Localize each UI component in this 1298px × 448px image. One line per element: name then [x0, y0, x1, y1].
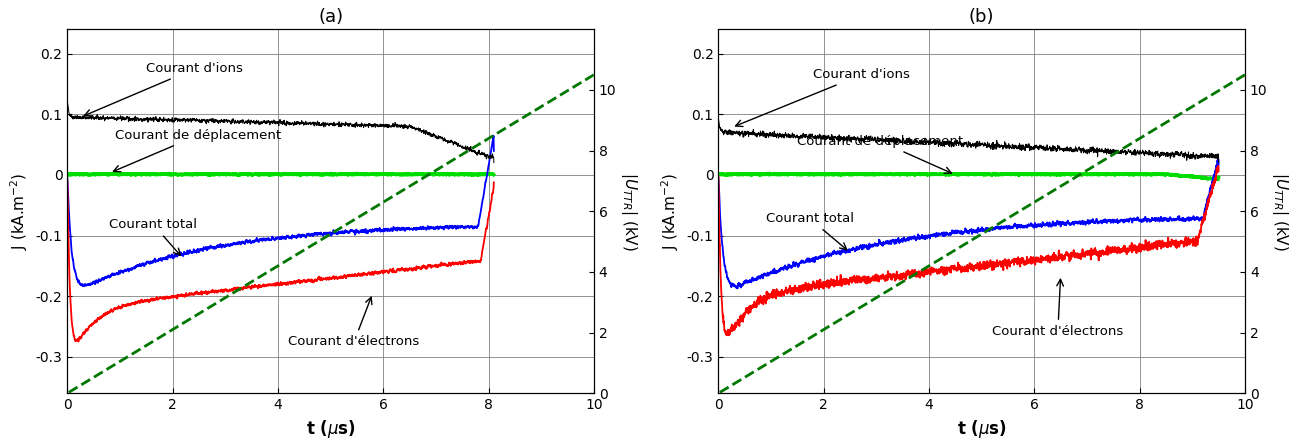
Text: Courant total: Courant total — [109, 218, 197, 255]
Title: (b): (b) — [968, 9, 994, 26]
Y-axis label: $|U_{TTR}|$ (kV): $|U_{TTR}|$ (kV) — [619, 172, 639, 251]
X-axis label: $\bf{t}$ ($\mu$s): $\bf{t}$ ($\mu$s) — [305, 418, 356, 439]
Y-axis label: $|U_{TTR}|$ (kV): $|U_{TTR}|$ (kV) — [1269, 172, 1290, 251]
Text: Courant d'ions: Courant d'ions — [84, 62, 243, 116]
X-axis label: $\bf{t}$ ($\mu$s): $\bf{t}$ ($\mu$s) — [957, 418, 1007, 439]
Text: Courant de déplacement: Courant de déplacement — [797, 135, 963, 173]
Text: Courant d'électrons: Courant d'électrons — [288, 297, 419, 348]
Title: (a): (a) — [318, 9, 343, 26]
Y-axis label: J (kA.m$^{-2}$): J (kA.m$^{-2}$) — [8, 173, 30, 250]
Text: Courant d'électrons: Courant d'électrons — [992, 279, 1124, 338]
Text: Courant d'ions: Courant d'ions — [736, 68, 910, 126]
Text: Courant de déplacement: Courant de déplacement — [113, 129, 280, 172]
Y-axis label: J (kA.m$^{-2}$): J (kA.m$^{-2}$) — [659, 173, 681, 250]
Text: Courant total: Courant total — [766, 212, 854, 250]
